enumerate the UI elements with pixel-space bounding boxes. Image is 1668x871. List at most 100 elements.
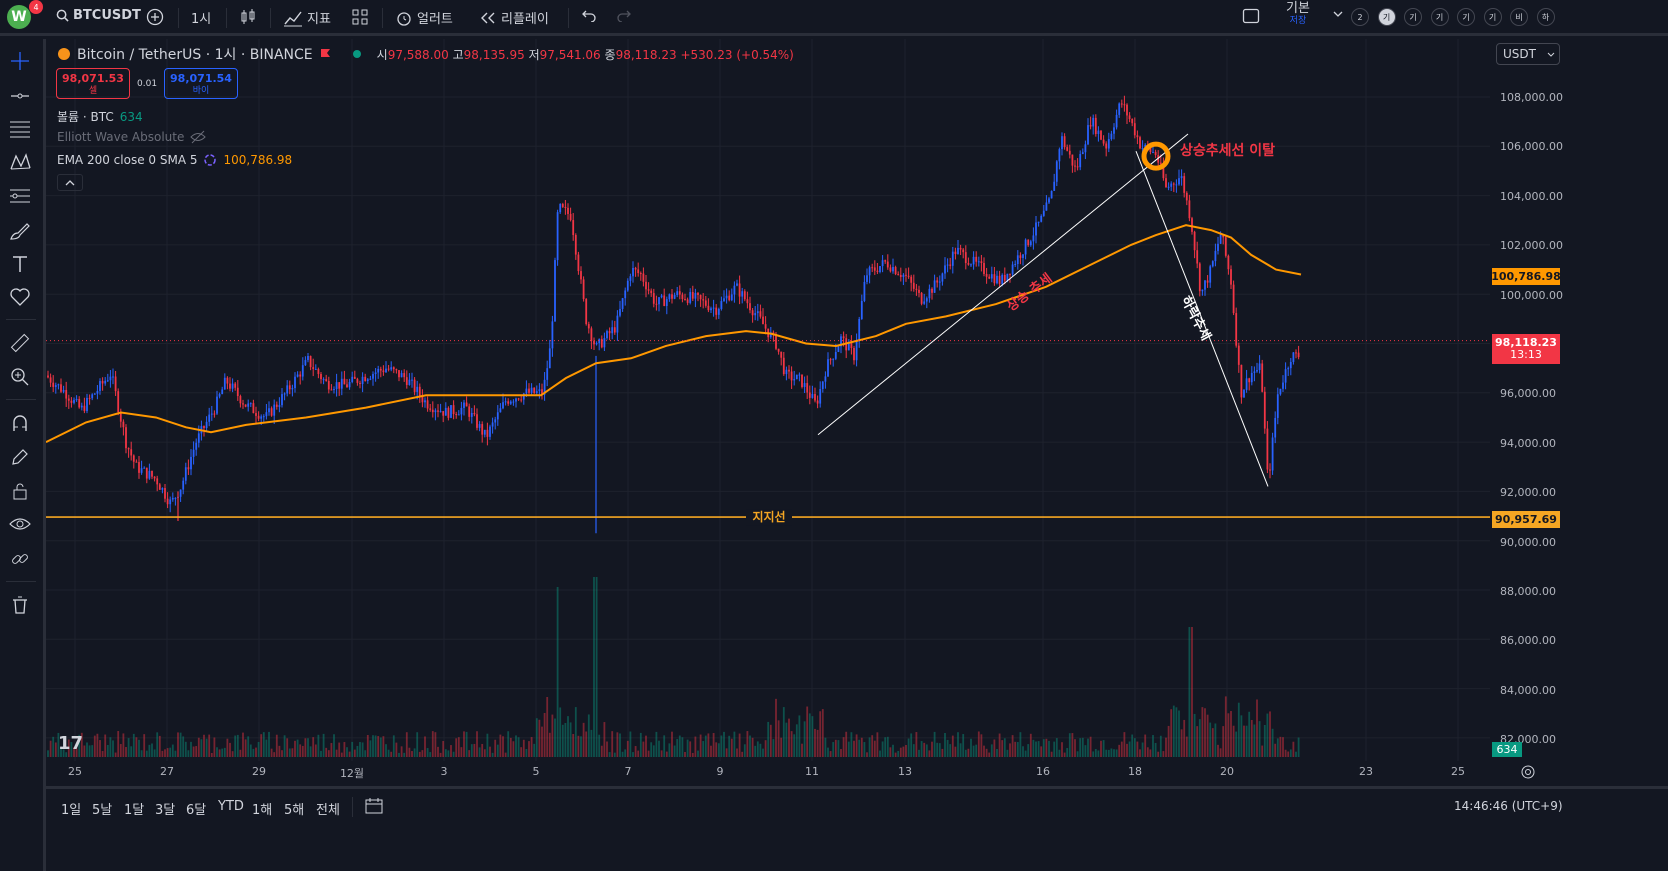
- compare-symbol-button[interactable]: [146, 8, 164, 26]
- volume-bar: [817, 730, 819, 757]
- candle-body: [502, 402, 504, 408]
- projection-tool[interactable]: [8, 184, 32, 208]
- delete-drawings-tool[interactable]: [8, 593, 32, 617]
- pencil-lock-icon: [10, 447, 30, 467]
- volume-legend[interactable]: 볼륨 · BTC 634: [57, 108, 143, 125]
- brush-tool[interactable]: [8, 219, 32, 243]
- candle-body: [663, 295, 665, 306]
- timeframe-favorite-0[interactable]: 2: [1351, 8, 1369, 26]
- volume-bar: [853, 741, 855, 757]
- candle-body: [260, 416, 262, 418]
- measure-tool[interactable]: [8, 331, 32, 355]
- collapse-legend-button[interactable]: [57, 174, 83, 191]
- candle-body: [1069, 151, 1071, 155]
- elliott-legend[interactable]: Elliott Wave Absolute: [57, 130, 206, 144]
- symbol-title[interactable]: Bitcoin / TetherUS · 1시 · BINANCE: [77, 44, 313, 64]
- time-tick: 13: [898, 765, 912, 778]
- timeframe-favorite-5[interactable]: 기: [1484, 8, 1502, 26]
- volume-bar: [89, 745, 91, 757]
- stay-drawing-tool[interactable]: [8, 445, 32, 469]
- hide-drawings-tool[interactable]: [8, 512, 32, 536]
- candle-body: [546, 368, 548, 380]
- candle-body: [479, 424, 481, 428]
- candle-body: [622, 298, 624, 309]
- candle-body: [1072, 155, 1074, 166]
- timeframe-favorite-7[interactable]: 하: [1537, 8, 1555, 26]
- chart-pane[interactable]: 지지선 상승 추세 하락추세 상승추세선 이탈 17: [46, 39, 1490, 761]
- symbol-search-button[interactable]: BTCUSDT: [56, 8, 141, 23]
- eye-hidden-icon[interactable]: [190, 130, 206, 144]
- axis-settings-button[interactable]: [1520, 764, 1536, 783]
- range-button-6[interactable]: 1해: [252, 799, 272, 818]
- volume-bar: [991, 744, 993, 757]
- volume-bar: [973, 746, 975, 757]
- range-button-3[interactable]: 3달: [155, 799, 175, 818]
- interval-button[interactable]: 1시: [191, 8, 211, 27]
- layout-save-button[interactable]: 기본 저장: [1286, 3, 1310, 27]
- goto-date-button[interactable]: [364, 797, 384, 818]
- user-avatar[interactable]: W: [7, 5, 31, 29]
- lock-tool[interactable]: [8, 479, 32, 503]
- link-tool[interactable]: [8, 547, 32, 571]
- favorites-tool[interactable]: [8, 285, 32, 309]
- top-toolbar: W 4 BTCUSDT 1시 지표 얼러트 리플레이 기본 저장: [0, 0, 1668, 36]
- timeframe-favorite-2[interactable]: 기: [1404, 8, 1422, 26]
- clock-timezone[interactable]: 14:46:46 (UTC+9): [1454, 799, 1563, 813]
- zoom-tool[interactable]: [8, 365, 32, 389]
- candle-body: [175, 498, 177, 499]
- alert-button[interactable]: 얼러트: [395, 8, 453, 27]
- ema-legend[interactable]: EMA 200 close 0 SMA 5 100,786.98: [57, 153, 292, 167]
- volume-bar: [1225, 696, 1227, 757]
- volume-bar: [1009, 743, 1011, 757]
- flag-icon[interactable]: [319, 48, 331, 60]
- undo-button[interactable]: [581, 8, 597, 22]
- range-button-2[interactable]: 1달: [124, 799, 144, 818]
- candle-body: [294, 377, 296, 388]
- ema-price-tag: 100,786.98: [1492, 268, 1560, 285]
- volume-bar: [84, 746, 86, 757]
- fib-tool[interactable]: [8, 117, 32, 141]
- volume-bar: [175, 751, 177, 757]
- range-button-5[interactable]: YTD: [218, 799, 244, 814]
- layouts-button[interactable]: [351, 8, 369, 26]
- timeframe-favorite-3[interactable]: 기: [1431, 8, 1449, 26]
- timeframe-favorite-6[interactable]: 비: [1510, 8, 1528, 26]
- buy-button[interactable]: 98,071.54 바이: [164, 68, 238, 99]
- time-axis[interactable]: 25 27 29 12월 3 5 7 9 11 13 16 18 20 23 25: [46, 761, 1490, 783]
- fullscreen-button[interactable]: [1242, 8, 1260, 24]
- trend-line-tool[interactable]: [8, 84, 32, 108]
- volume-bar: [294, 741, 296, 757]
- candle-body: [617, 316, 619, 333]
- layout-dropdown[interactable]: [1333, 10, 1343, 18]
- text-tool[interactable]: [8, 252, 32, 276]
- magnet-tool[interactable]: [8, 411, 32, 435]
- candle-body: [250, 403, 252, 404]
- pattern-tool[interactable]: [8, 150, 32, 174]
- candle-body: [341, 379, 343, 389]
- volume-bar: [328, 750, 330, 757]
- range-button-8[interactable]: 전체: [316, 799, 340, 818]
- sell-button[interactable]: 98,071.53 셀: [56, 68, 130, 99]
- volume-bar: [981, 734, 983, 757]
- candle-body: [461, 408, 463, 414]
- volume-bar: [169, 748, 171, 757]
- price-axis[interactable]: 108,000.00 106,000.00 104,000.00 102,000.00…: [1490, 39, 1668, 761]
- chart-type-button[interactable]: [239, 8, 257, 26]
- range-button-7[interactable]: 5해: [284, 799, 304, 818]
- timeframe-favorite-1[interactable]: 기: [1378, 8, 1396, 26]
- open-label: 시: [377, 48, 388, 62]
- volume-bar: [611, 731, 613, 757]
- crosshair-tool[interactable]: [8, 49, 32, 73]
- replay-button[interactable]: 리플레이: [479, 8, 549, 27]
- indicators-button[interactable]: 지표: [283, 8, 331, 27]
- candle-body: [695, 293, 697, 299]
- pattern-icon: [9, 152, 31, 172]
- range-button-4[interactable]: 6달: [186, 799, 206, 818]
- range-button-0[interactable]: 1일: [61, 799, 81, 818]
- timeframe-favorite-4[interactable]: 기: [1457, 8, 1475, 26]
- candle-body: [310, 356, 312, 367]
- range-button-1[interactable]: 5날: [92, 799, 112, 818]
- volume-bar: [580, 736, 582, 757]
- redo-button[interactable]: [616, 8, 632, 22]
